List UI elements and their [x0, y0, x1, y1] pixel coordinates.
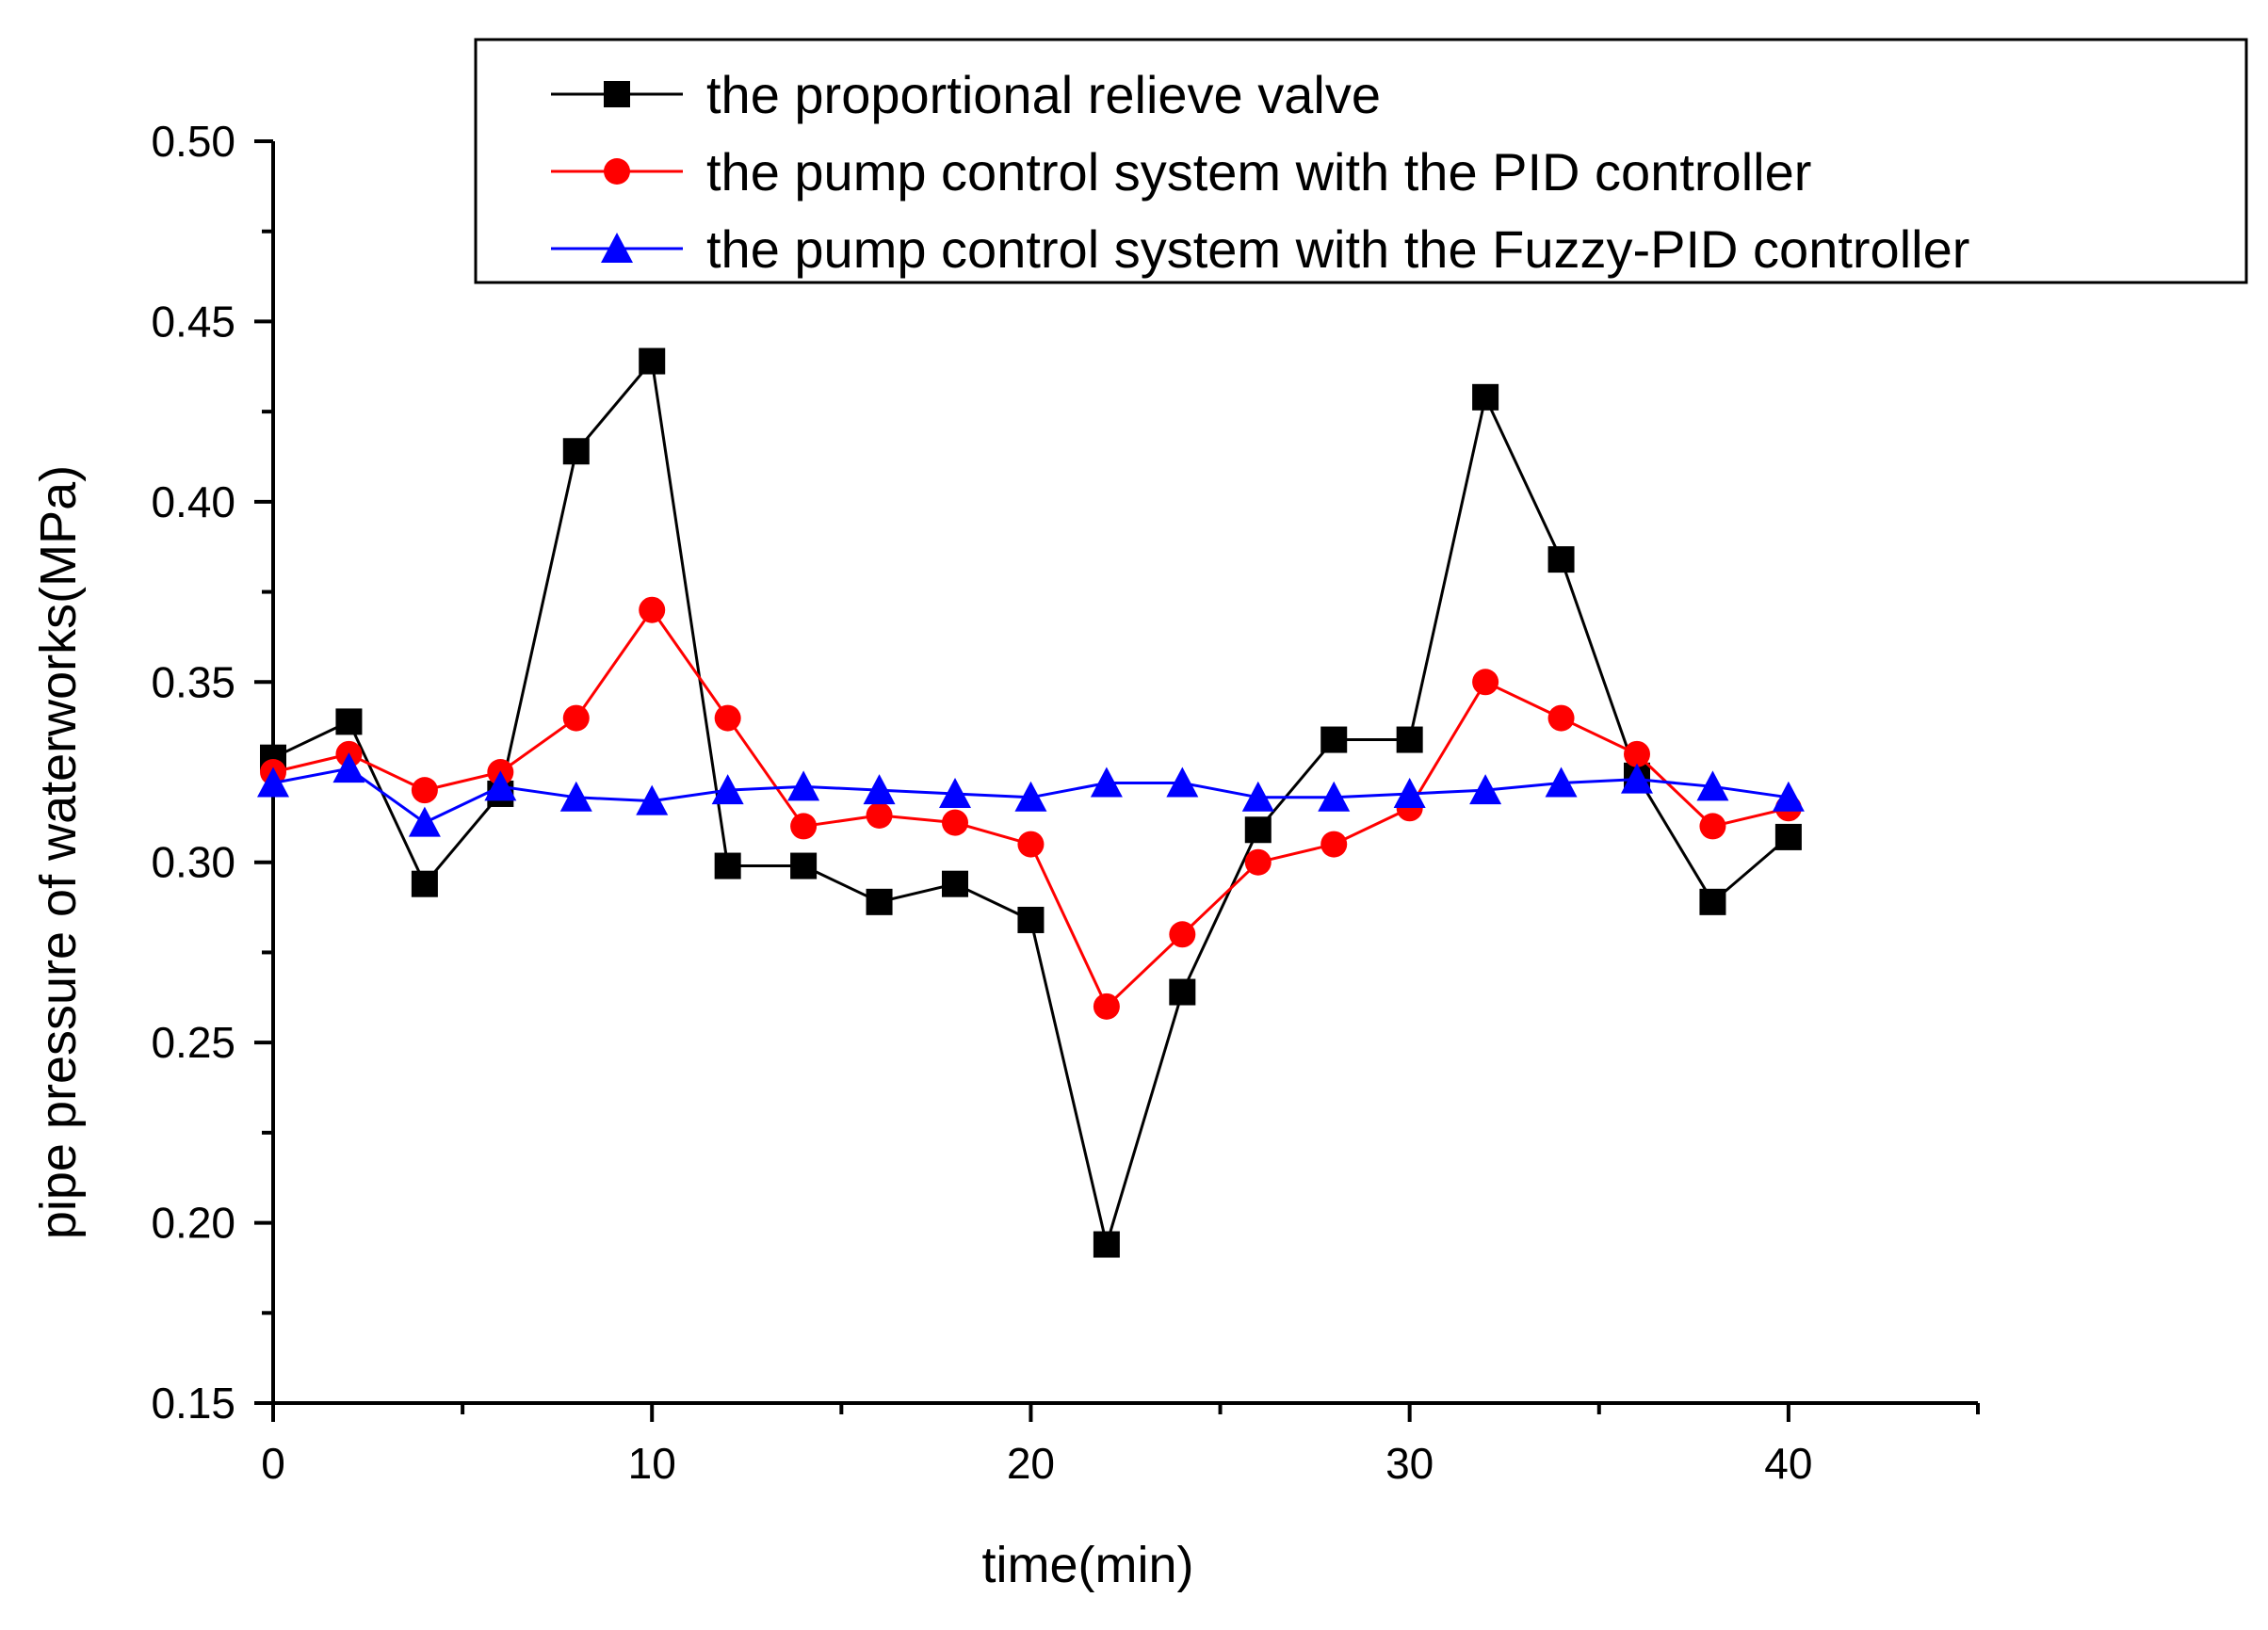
- data-point: [1393, 777, 1426, 808]
- data-point: [1166, 767, 1199, 798]
- series-3: [257, 752, 1805, 837]
- data-point: [1017, 906, 1045, 933]
- data-point: [790, 813, 818, 840]
- data-point: [1093, 993, 1120, 1020]
- series-layer: [257, 347, 1805, 1258]
- y-tick-label: 0.25: [151, 1018, 235, 1067]
- data-point: [1169, 921, 1196, 948]
- data-point: [1017, 831, 1045, 858]
- x-tick-label: 20: [1007, 1439, 1055, 1488]
- data-point: [1699, 888, 1726, 915]
- data-point: [711, 774, 744, 805]
- data-point: [1696, 770, 1729, 801]
- y-tick-label: 0.45: [151, 297, 235, 346]
- data-point: [411, 777, 438, 804]
- legend-box: [474, 38, 2248, 284]
- data-point: [1396, 726, 1423, 753]
- data-point: [1244, 816, 1272, 844]
- data-point: [863, 774, 896, 805]
- data-point: [1469, 774, 1502, 805]
- data-point: [942, 870, 968, 897]
- data-point: [1241, 781, 1274, 812]
- data-point: [1320, 726, 1348, 753]
- series-2: [260, 596, 1802, 1020]
- data-point: [332, 752, 365, 783]
- y-tick-label: 0.50: [151, 117, 235, 166]
- data-point: [411, 870, 438, 897]
- data-point: [1774, 823, 1802, 850]
- data-point: [866, 801, 893, 829]
- data-point: [1547, 546, 1575, 573]
- y-axis-title: pipe pressure of waterworks(MPa): [30, 465, 87, 1239]
- y-tick-label: 0.40: [151, 477, 235, 526]
- data-point: [942, 809, 968, 836]
- legend-label: the pump control system with the PID con…: [706, 142, 1811, 202]
- data-point: [790, 852, 818, 880]
- data-point: [1624, 740, 1650, 767]
- x-axis-title: time(min): [982, 1537, 1194, 1593]
- legend-marker: [601, 233, 633, 263]
- data-point: [562, 438, 590, 465]
- y-tick-label: 0.30: [151, 838, 235, 887]
- data-point: [1472, 383, 1499, 411]
- legend: the proportional relieve valve the pump c…: [474, 38, 2248, 284]
- data-point: [636, 784, 669, 815]
- data-point: [639, 596, 666, 623]
- data-point: [639, 347, 666, 375]
- y-tick-label: 0.15: [151, 1379, 235, 1428]
- legend-label: the proportional relieve valve: [706, 65, 1381, 124]
- legend-marker: [604, 158, 630, 185]
- legend-label: the pump control system with the Fuzzy-P…: [706, 219, 1969, 279]
- data-point: [559, 781, 592, 812]
- legend-marker: [604, 81, 630, 107]
- x-tick-label: 10: [628, 1439, 676, 1488]
- data-point: [1545, 767, 1578, 798]
- data-point: [787, 770, 820, 801]
- data-point: [1547, 704, 1575, 732]
- data-point: [335, 708, 363, 735]
- data-point: [1699, 813, 1726, 840]
- data-point: [1621, 763, 1653, 794]
- data-point: [1014, 781, 1047, 812]
- data-point: [1318, 781, 1351, 812]
- data-point: [714, 852, 741, 880]
- data-point: [939, 777, 971, 808]
- data-point: [866, 888, 893, 915]
- x-tick-label: 0: [261, 1439, 285, 1488]
- data-point: [1244, 848, 1272, 876]
- data-point: [1472, 669, 1499, 696]
- ticks: 0 10 20 30 40 0.15 0.20 0.25 0.30 0.35 0.40 0.45 0.5…: [151, 117, 1980, 1488]
- data-point: [484, 770, 517, 801]
- y-tick-label: 0.35: [151, 657, 235, 706]
- data-point: [1093, 1231, 1120, 1258]
- data-point: [1772, 781, 1805, 812]
- data-point: [1090, 767, 1123, 798]
- series-1: [260, 347, 1802, 1258]
- data-point: [562, 704, 590, 732]
- data-point: [408, 806, 441, 837]
- data-point: [1320, 831, 1348, 858]
- y-tick-label: 0.20: [151, 1199, 235, 1248]
- x-tick-label: 40: [1764, 1439, 1812, 1488]
- data-point: [1169, 978, 1196, 1006]
- x-tick-label: 30: [1385, 1439, 1434, 1488]
- data-point: [714, 704, 741, 732]
- data-point: [257, 767, 289, 798]
